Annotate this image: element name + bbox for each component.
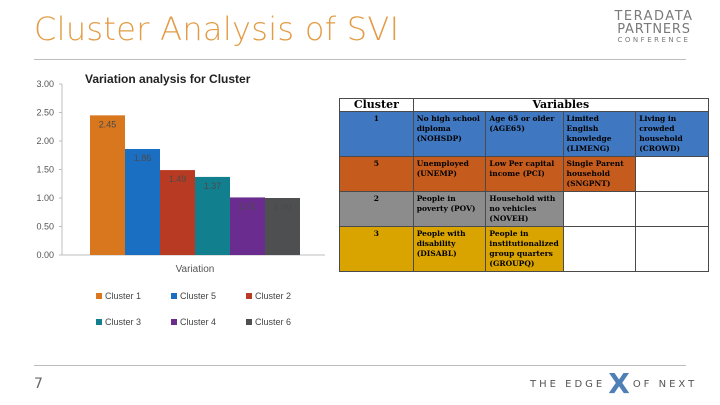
y-tick-label: 0.00 <box>36 250 54 260</box>
legend-swatch <box>96 293 102 299</box>
x-category-label: Variation <box>176 264 215 275</box>
logo-line-3: CONFERENCE <box>617 36 691 44</box>
table-header-cluster: Cluster <box>339 98 414 112</box>
logo-line-2: PARTNERS <box>617 22 691 37</box>
y-tick-label: 1.50 <box>36 165 54 175</box>
legend-label: Cluster 4 <box>180 317 216 327</box>
cluster-id-cell: 3 <box>339 226 414 272</box>
legend-swatch <box>171 293 177 299</box>
variable-cell: No high school diploma (NOHSDP) <box>412 111 487 157</box>
y-tick-label: 2.00 <box>36 136 54 146</box>
y-tick-label: 0.50 <box>36 222 54 232</box>
variable-cell: People with disability (DISABL) <box>412 226 487 272</box>
bar-cluster-2 <box>160 170 195 255</box>
tagline-right: OF NEXT <box>632 378 698 390</box>
chart-title: Variation analysis for Cluster <box>85 72 251 86</box>
bar-cluster-4 <box>230 197 265 255</box>
legend-swatch <box>246 293 252 299</box>
y-tick-label: 1.00 <box>36 193 54 203</box>
empty-cell <box>562 226 637 272</box>
header-divider <box>34 59 686 60</box>
slide-title: Cluster Analysis of SVI <box>34 10 400 48</box>
y-tick-label: 3.00 <box>36 79 54 89</box>
bar-data-label: 1.37 <box>204 181 222 191</box>
variable-cell: Unemployed (UNEMP) <box>412 156 487 192</box>
variables-table: Cluster Variables 1 No high school diplom… <box>339 98 710 272</box>
legend-label: Cluster 3 <box>105 317 141 327</box>
empty-cell <box>635 156 709 192</box>
empty-cell <box>562 191 637 227</box>
bar-cluster-1 <box>90 115 125 255</box>
y-tick-label: 2.50 <box>36 108 54 118</box>
bar-cluster-3 <box>195 176 230 255</box>
empty-cell <box>635 226 709 272</box>
variable-cell: Single Parent household (SNGPNT) <box>562 156 637 192</box>
page-number: 7 <box>34 376 43 392</box>
logo-line-1: TERADATA <box>614 9 694 24</box>
legend-label: Cluster 1 <box>105 291 141 301</box>
empty-cell <box>635 191 709 227</box>
table-row: 3 People with disability (DISABL) People i… <box>339 226 709 272</box>
table-header-variables: Variables <box>412 98 710 112</box>
edge-of-next-tagline: THE EDGE X OF NEXT <box>530 367 698 400</box>
table-row: 2 People in poverty (POV) Household with n… <box>339 191 709 227</box>
legend-label: Cluster 5 <box>180 291 216 301</box>
x-mark-icon: X <box>608 367 630 400</box>
bar-data-label: 1.00 <box>274 202 292 212</box>
legend-label: Cluster 2 <box>255 291 291 301</box>
legend-swatch <box>96 319 102 325</box>
variable-cell: Low Per capital income (PCI) <box>485 156 564 192</box>
variable-cell: Household with no vehicles (NOVEH) <box>485 191 564 227</box>
cluster-id-cell: 2 <box>339 191 414 227</box>
tagline-left: THE EDGE <box>530 378 606 390</box>
variable-cell: Living in crowded household (CROWD) <box>635 111 709 157</box>
bar-data-label: 1.86 <box>134 153 152 163</box>
legend-swatch <box>246 319 252 325</box>
variable-cell: People in institutionalized group quarte… <box>485 226 564 272</box>
cluster-id-cell: 1 <box>339 111 414 157</box>
bar-cluster-5 <box>125 148 160 255</box>
variable-cell: People in poverty (POV) <box>412 191 487 227</box>
bar-cluster-6 <box>265 198 300 255</box>
bar-data-label: 1.01 <box>239 201 257 211</box>
variation-bar-chart: Variation analysis for Cluster 0.00 0.50 1.… <box>36 72 325 327</box>
legend-label: Cluster 6 <box>255 317 291 327</box>
variable-cell: Limited English knowledge (LIMENG) <box>562 111 637 157</box>
cluster-id-cell: 5 <box>339 156 414 192</box>
table-row: 5 Unemployed (UNEMP) Low Per capital incom… <box>339 156 709 192</box>
legend-swatch <box>171 319 177 325</box>
table-row: 1 No high school diploma (NOHSDP) Age 65 o… <box>339 111 709 157</box>
footer-divider <box>34 365 686 366</box>
variable-cell: Age 65 or older (AGE65) <box>485 111 564 157</box>
bar-data-label: 1.49 <box>169 174 187 184</box>
teradata-partners-logo: TERADATA PARTNERS CONFERENCE <box>606 10 702 45</box>
bar-data-label: 2.45 <box>99 119 117 129</box>
